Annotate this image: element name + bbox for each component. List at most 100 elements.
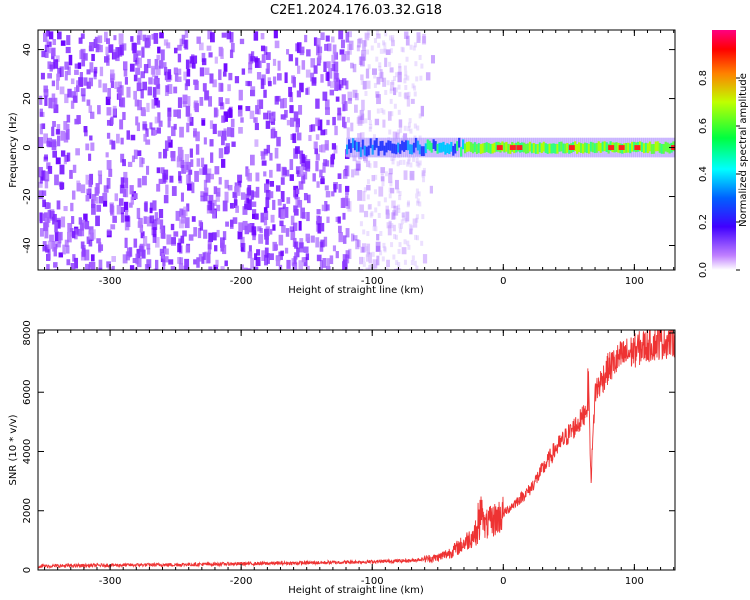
heatmap-cell xyxy=(295,146,300,154)
heatmap-cell xyxy=(160,167,165,174)
heatmap-cell xyxy=(182,230,187,237)
heatmap-cell xyxy=(312,173,316,182)
heatmap-cell xyxy=(253,31,259,41)
heatmap-cell xyxy=(110,205,115,216)
heatmap-cell xyxy=(95,43,99,53)
heatmap-cell xyxy=(103,185,109,193)
heatmap-cell xyxy=(169,175,174,183)
signal-band-core xyxy=(395,144,398,155)
signal-band-core xyxy=(432,139,436,149)
heatmap-cell xyxy=(238,222,244,232)
heatmap-cell xyxy=(88,77,94,87)
heatmap-cell xyxy=(421,36,427,45)
heatmap-cell xyxy=(48,97,53,109)
heatmap-cell xyxy=(137,57,142,68)
heatmap-cell xyxy=(398,63,402,69)
heatmap-cell xyxy=(376,94,381,105)
heatmap-cell xyxy=(392,155,396,161)
heatmap-cell xyxy=(257,108,261,115)
signal-band-core xyxy=(524,143,528,154)
heatmap-cell xyxy=(163,248,169,255)
heatmap-cell xyxy=(386,80,390,86)
heatmap-cell xyxy=(234,76,240,84)
heatmap-cell xyxy=(282,167,287,176)
heatmap-cell xyxy=(321,176,325,182)
heatmap-cell xyxy=(272,224,276,231)
heatmap-cell xyxy=(39,95,43,105)
heatmap-cell xyxy=(124,177,129,188)
heatmap-cell xyxy=(97,105,101,115)
heatmap-cell xyxy=(422,254,428,264)
heatmap-cell xyxy=(266,253,270,264)
heatmap-cell xyxy=(391,212,395,220)
heatmap-cell xyxy=(305,265,310,270)
heatmap-cell xyxy=(322,91,328,101)
heatmap-cell xyxy=(91,53,95,62)
heatmap-cell xyxy=(305,233,310,242)
signal-band-core xyxy=(542,141,546,152)
heatmap-cell xyxy=(265,189,271,200)
snr-ytick-label: 0 xyxy=(22,567,33,573)
heatmap-cell xyxy=(296,90,302,98)
heatmap-cell xyxy=(193,259,197,265)
signal-band-core xyxy=(578,142,581,153)
heatmap-cell xyxy=(152,130,158,136)
signal-band-core xyxy=(648,141,652,152)
heatmap-cell xyxy=(322,162,326,173)
heatmap-cell xyxy=(98,44,103,53)
heatmap-cell xyxy=(176,76,182,83)
heatmap-cell xyxy=(39,176,43,184)
signal-band-core xyxy=(450,141,453,152)
heatmap-cell xyxy=(94,38,98,48)
heatmap-cell xyxy=(177,44,182,51)
heatmap-cell xyxy=(361,257,365,263)
heatmap-cell xyxy=(72,254,76,262)
heatmap-cell xyxy=(397,109,401,115)
colorbar xyxy=(712,30,736,270)
signal-band-core xyxy=(595,142,599,153)
heatmap-cell xyxy=(210,173,214,180)
heatmap-cell xyxy=(127,161,133,167)
heatmap-cell xyxy=(280,191,285,202)
heatmap-cell xyxy=(415,193,419,199)
heatmap-cell xyxy=(260,45,266,52)
signal-band-core xyxy=(664,141,668,152)
spectrogram-ytick-label: 20 xyxy=(22,92,33,105)
heatmap-cell xyxy=(182,94,188,105)
heatmap-cell xyxy=(230,42,235,53)
heatmap-cell xyxy=(375,245,381,252)
heatmap-cell xyxy=(369,264,373,270)
heatmap-cell xyxy=(345,195,349,207)
heatmap-cell xyxy=(250,51,255,58)
signal-band-core xyxy=(361,139,365,150)
heatmap-cell xyxy=(298,181,304,190)
heatmap-cell xyxy=(208,232,214,243)
heatmap-cell xyxy=(168,139,173,148)
heatmap-cell xyxy=(292,222,298,231)
heatmap-cell xyxy=(177,146,183,158)
heatmap-cell xyxy=(78,217,82,225)
heatmap-cell xyxy=(202,83,207,92)
heatmap-cell xyxy=(70,263,76,270)
signal-band-core xyxy=(442,141,445,152)
heatmap-cell xyxy=(347,31,352,38)
heatmap-cell xyxy=(382,48,386,54)
heatmap-cell xyxy=(52,213,57,224)
heatmap-cell xyxy=(137,99,142,111)
heatmap-cell xyxy=(325,160,330,167)
heatmap-cell xyxy=(331,54,336,64)
signal-band-core xyxy=(615,142,618,152)
heatmap-cell xyxy=(342,235,347,244)
heatmap-cell xyxy=(366,243,371,255)
heatmap-cell xyxy=(400,46,404,52)
heatmap-cell xyxy=(64,70,68,81)
heatmap-cell xyxy=(110,80,115,88)
heatmap-cell xyxy=(318,53,322,60)
heatmap-cell xyxy=(161,252,165,259)
heatmap-cell xyxy=(245,106,251,112)
heatmap-cell xyxy=(345,250,350,259)
heatmap-cell xyxy=(209,73,214,84)
heatmap-cell xyxy=(280,209,286,219)
heatmap-cell xyxy=(328,68,333,79)
heatmap-cell xyxy=(152,227,157,238)
